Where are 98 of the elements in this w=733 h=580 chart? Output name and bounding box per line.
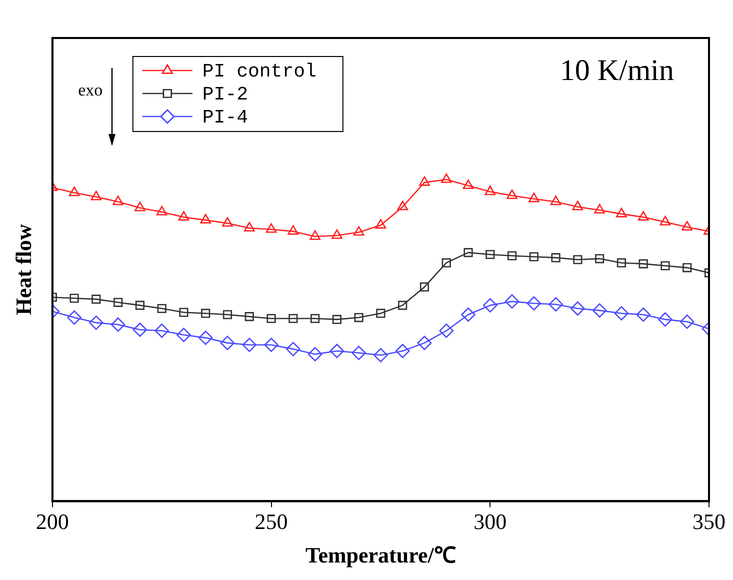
point — [529, 252, 538, 262]
point — [594, 204, 605, 214]
point — [178, 211, 190, 221]
text: exo — [78, 80, 103, 100]
point — [353, 226, 364, 236]
point — [682, 220, 693, 231]
point — [112, 196, 124, 206]
point — [398, 300, 408, 310]
point — [592, 303, 607, 318]
point — [417, 336, 432, 350]
point — [375, 219, 386, 229]
point — [114, 298, 123, 307]
x-axis-title: Temperature/℃ — [306, 542, 456, 568]
point — [332, 229, 342, 239]
x-tick-label: 350 — [692, 509, 726, 534]
point — [573, 255, 582, 264]
point — [179, 308, 188, 317]
point — [482, 298, 498, 312]
point — [110, 317, 126, 332]
point — [244, 222, 255, 232]
point — [222, 310, 232, 320]
point — [68, 186, 80, 196]
point — [550, 196, 562, 206]
point — [504, 294, 520, 309]
point — [89, 316, 104, 330]
point — [660, 261, 670, 270]
point — [636, 307, 650, 322]
point — [288, 314, 298, 324]
point — [286, 342, 300, 356]
point — [486, 250, 495, 260]
point — [395, 344, 410, 358]
point — [442, 258, 451, 268]
point — [376, 308, 386, 318]
legend-label: PI-2 — [202, 84, 248, 106]
point — [266, 314, 276, 324]
point — [198, 330, 213, 345]
point — [682, 263, 692, 272]
point — [222, 217, 233, 227]
point — [439, 324, 454, 338]
point — [658, 312, 672, 327]
point — [528, 192, 540, 202]
text: 10 K/min — [560, 54, 674, 87]
point — [614, 306, 629, 320]
point — [92, 294, 101, 304]
point — [354, 312, 364, 322]
point — [374, 348, 388, 362]
point — [156, 206, 168, 216]
point — [330, 344, 344, 358]
point — [464, 248, 473, 258]
point — [660, 216, 671, 226]
point — [310, 314, 320, 324]
point — [154, 324, 169, 338]
point — [462, 179, 474, 190]
point — [595, 254, 604, 264]
point — [200, 214, 212, 224]
point — [264, 338, 278, 352]
point — [308, 347, 322, 362]
point — [157, 304, 166, 314]
point — [220, 336, 235, 350]
point — [70, 294, 79, 303]
point — [352, 346, 366, 360]
x-tick-label: 200 — [36, 509, 69, 534]
point — [244, 312, 254, 322]
point — [570, 301, 585, 316]
point — [135, 300, 144, 310]
point — [132, 322, 148, 337]
point — [201, 308, 210, 318]
point — [332, 314, 342, 324]
point — [638, 211, 649, 221]
point — [507, 251, 517, 260]
point — [242, 338, 257, 352]
point — [680, 314, 694, 329]
point — [461, 307, 476, 322]
point — [397, 200, 408, 210]
point — [551, 253, 560, 262]
y-axis-title: Heat flow — [10, 224, 36, 316]
point — [526, 296, 542, 311]
x-tick-label: 300 — [474, 509, 507, 534]
point — [484, 186, 496, 196]
point — [440, 173, 452, 183]
point — [638, 259, 648, 268]
point — [310, 230, 320, 240]
point — [616, 258, 626, 268]
point — [419, 176, 430, 186]
point — [616, 208, 627, 218]
point — [67, 310, 82, 325]
x-tick-label: 250 — [254, 509, 288, 534]
point — [288, 225, 299, 235]
point — [134, 202, 146, 212]
point — [548, 297, 563, 312]
legend-label: PI-4 — [202, 106, 248, 129]
point — [176, 328, 191, 342]
point — [420, 282, 430, 292]
point — [90, 190, 102, 200]
point — [572, 200, 584, 210]
point — [266, 223, 277, 233]
legend-label: PI control — [202, 60, 316, 83]
point — [506, 189, 518, 200]
